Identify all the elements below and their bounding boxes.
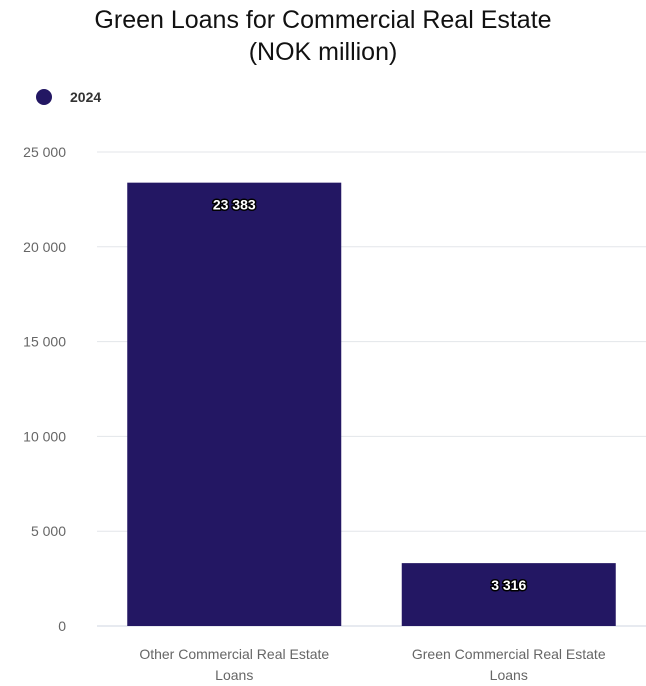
legend-swatch: [36, 89, 52, 105]
bar: [127, 182, 342, 626]
data-label: 3 316: [491, 577, 526, 593]
y-tick-label: 5 000: [31, 523, 66, 539]
y-tick-label: 15 000: [23, 334, 66, 350]
x-tick-label: Loans: [490, 667, 528, 683]
data-label: 23 383: [213, 197, 256, 213]
bar: [401, 563, 616, 626]
legend-label-2024: 2024: [70, 89, 102, 105]
y-tick-label: 25 000: [23, 144, 66, 160]
y-tick-label: 10 000: [23, 428, 66, 444]
x-tick-label: Green Commercial Real Estate: [412, 646, 606, 662]
x-tick-label: Loans: [215, 667, 253, 683]
y-tick-label: 20 000: [23, 239, 66, 255]
y-tick-label: 0: [58, 618, 66, 634]
x-tick-label: Other Commercial Real Estate: [139, 646, 329, 662]
legend[interactable]: 2024: [36, 89, 101, 105]
chart-title: Green Loans for Commercial Real Estate: [94, 6, 552, 34]
chart-subtitle: (NOK million): [248, 38, 398, 66]
